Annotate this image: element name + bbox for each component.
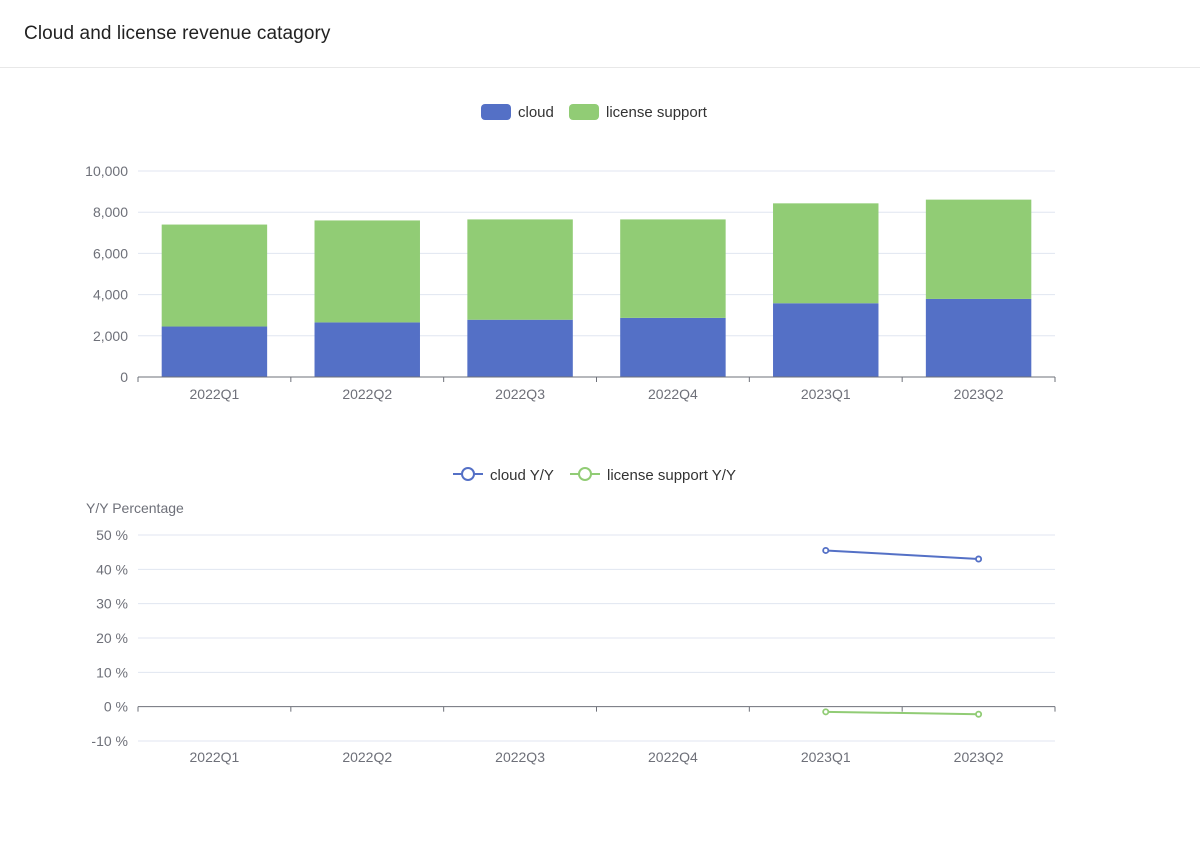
bar-cloud-2023Q1[interactable] xyxy=(773,303,879,377)
line-point-license-support-Y-Y[interactable] xyxy=(975,710,983,718)
bar-license-support-2023Q2[interactable] xyxy=(925,199,1032,299)
bar-license-support-2023Q1[interactable] xyxy=(773,203,879,304)
bar-y-tick-label: 6,000 xyxy=(93,245,128,261)
line-series-cloud-Y-Y xyxy=(825,549,979,561)
legend-label-cloud: cloud xyxy=(518,104,554,121)
bar-cloud-2022Q3[interactable] xyxy=(467,319,573,377)
legend-marker-cloud-yy[interactable] xyxy=(461,467,475,481)
bar-y-tick-label: 0 xyxy=(120,369,128,385)
panel-header: Cloud and license revenue catagory xyxy=(0,0,1200,68)
bar-cloud-2022Q4[interactable] xyxy=(620,317,726,377)
bar-license-support-2022Q4[interactable] xyxy=(620,219,726,318)
line-x-tick-label: 2023Q1 xyxy=(801,749,851,765)
bar-x-tick-label: 2023Q2 xyxy=(954,386,1004,402)
bar-y-tick-label: 10,000 xyxy=(85,163,128,179)
bar-license-support-2022Q1[interactable] xyxy=(161,224,268,327)
bar-cloud-2022Q1[interactable] xyxy=(161,326,268,377)
line-x-tick-label: 2022Q4 xyxy=(648,749,698,765)
line-y-tick-label: 10 % xyxy=(96,664,128,680)
chart-canvas: 0 2,000 4,000 6,000 8,000 10,000 2022Q1 2022Q2 2… xyxy=(85,104,1056,765)
line-y-tick-label: 30 % xyxy=(96,596,128,612)
bar-license-support-2022Q2[interactable] xyxy=(314,220,420,323)
bar-y-tick-label: 8,000 xyxy=(93,204,128,220)
bar-license-support-2022Q3[interactable] xyxy=(467,219,573,320)
bar-x-tick-label: 2023Q1 xyxy=(801,386,851,402)
line-x-tick-label: 2022Q3 xyxy=(495,749,545,765)
legend-label-license-support: license support xyxy=(606,104,708,121)
bar-x-tick-label: 2022Q2 xyxy=(342,386,392,402)
legend-label-license-support-yy: license support Y/Y xyxy=(607,467,736,484)
line-point-cloud-Y-Y[interactable] xyxy=(975,555,983,563)
panel-title: Cloud and license revenue catagory xyxy=(24,22,331,44)
bar-y-tick-label: 4,000 xyxy=(93,287,128,303)
line-y-tick-label: 20 % xyxy=(96,630,128,646)
bar-cloud-2022Q2[interactable] xyxy=(314,322,420,377)
bar-y-tick-label: 2,000 xyxy=(93,328,128,344)
bar-x-tick-label: 2022Q1 xyxy=(190,386,240,402)
line-y-tick-label: 50 % xyxy=(96,527,128,543)
line-y-tick-label: -10 % xyxy=(91,733,128,749)
legend-label-cloud-yy: cloud Y/Y xyxy=(490,467,554,484)
line-y-tick-label: 0 % xyxy=(104,699,128,715)
bar-x-tick-label: 2022Q4 xyxy=(648,386,698,402)
line-x-tick-label: 2023Q2 xyxy=(954,749,1004,765)
legend-swatch-license-support[interactable] xyxy=(569,104,599,120)
line-series-license-support-Y-Y xyxy=(825,710,979,716)
legend-swatch-cloud[interactable] xyxy=(481,104,511,120)
line-x-tick-label: 2022Q1 xyxy=(190,749,240,765)
line-y-axis-title: Y/Y Percentage xyxy=(86,500,184,516)
line-point-cloud-Y-Y[interactable] xyxy=(822,546,830,554)
bar-x-tick-label: 2022Q3 xyxy=(495,386,545,402)
line-point-license-support-Y-Y[interactable] xyxy=(822,708,830,716)
bar-cloud-2023Q2[interactable] xyxy=(925,298,1032,377)
line-y-tick-label: 40 % xyxy=(96,561,128,577)
line-x-tick-label: 2022Q2 xyxy=(342,749,392,765)
legend-marker-license-support-yy[interactable] xyxy=(578,467,592,481)
